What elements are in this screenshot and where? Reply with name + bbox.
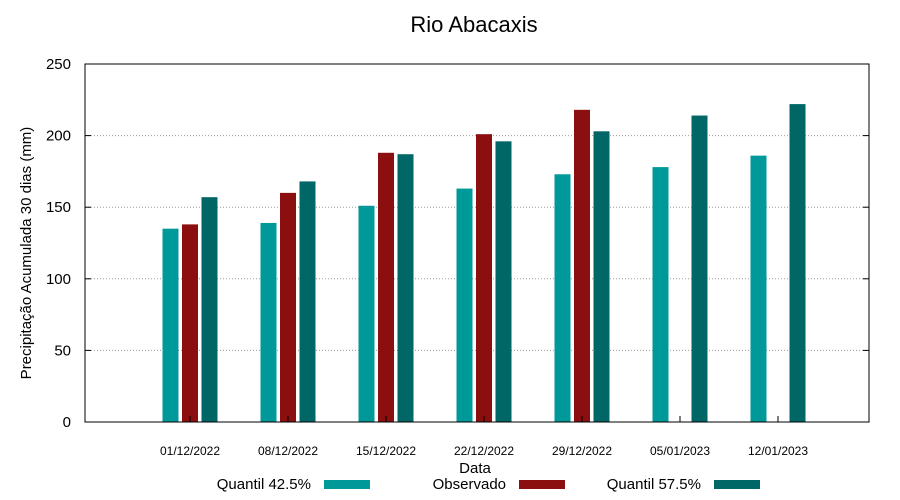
y-tick-label: 0	[63, 414, 71, 431]
bar	[358, 205, 375, 422]
legend-swatch	[519, 480, 565, 489]
x-tick-label: 08/12/2022	[258, 444, 318, 458]
bars	[162, 104, 806, 422]
x-axis-label: Data	[459, 460, 491, 477]
bar	[691, 115, 708, 422]
plot-frame	[84, 63, 870, 423]
x-tick-label: 05/01/2023	[650, 444, 710, 458]
legend-label: Quantil 57.5%	[607, 476, 701, 493]
y-tick-label: 100	[46, 271, 71, 288]
bar	[476, 134, 492, 422]
x-tick-label: 15/12/2022	[356, 444, 416, 458]
bar	[652, 167, 669, 422]
bar	[789, 104, 806, 422]
bar	[299, 181, 316, 422]
y-tick-label: 250	[46, 56, 71, 73]
chart-title: Rio Abacaxis	[410, 12, 537, 37]
y-tick-label: 200	[46, 128, 71, 145]
y-axis-label: Precipitação Acumulada 30 dias (mm)	[18, 127, 35, 380]
bar	[201, 197, 218, 422]
bar	[495, 141, 512, 422]
x-tick-label: 29/12/2022	[552, 444, 612, 458]
bar	[397, 154, 414, 422]
bar	[593, 131, 610, 422]
x-tick-label: 01/12/2022	[160, 444, 220, 458]
bar	[574, 109, 590, 422]
legend: Quantil 42.5% Observado Quantil 57.5%	[217, 476, 760, 493]
bar	[182, 224, 198, 422]
legend-label: Quantil 42.5%	[217, 476, 311, 493]
x-tick-label: 12/01/2023	[748, 444, 808, 458]
legend-label: Observado	[433, 476, 506, 493]
bar	[260, 222, 277, 422]
x-tick-label: 22/12/2022	[454, 444, 514, 458]
y-axis-ticks: 0 50 100 150 200 250	[46, 56, 869, 431]
bar	[750, 155, 767, 422]
legend-swatch	[714, 480, 760, 489]
bar	[554, 174, 571, 422]
x-axis-ticks: 01/12/2022 08/12/2022 15/12/2022 22/12/2022…	[160, 416, 808, 458]
legend-swatch	[324, 480, 370, 489]
y-tick-label: 150	[46, 199, 71, 216]
y-tick-label: 50	[54, 342, 71, 359]
bar	[456, 188, 473, 422]
bar	[162, 228, 179, 422]
bar	[280, 192, 296, 422]
bar	[378, 152, 394, 422]
